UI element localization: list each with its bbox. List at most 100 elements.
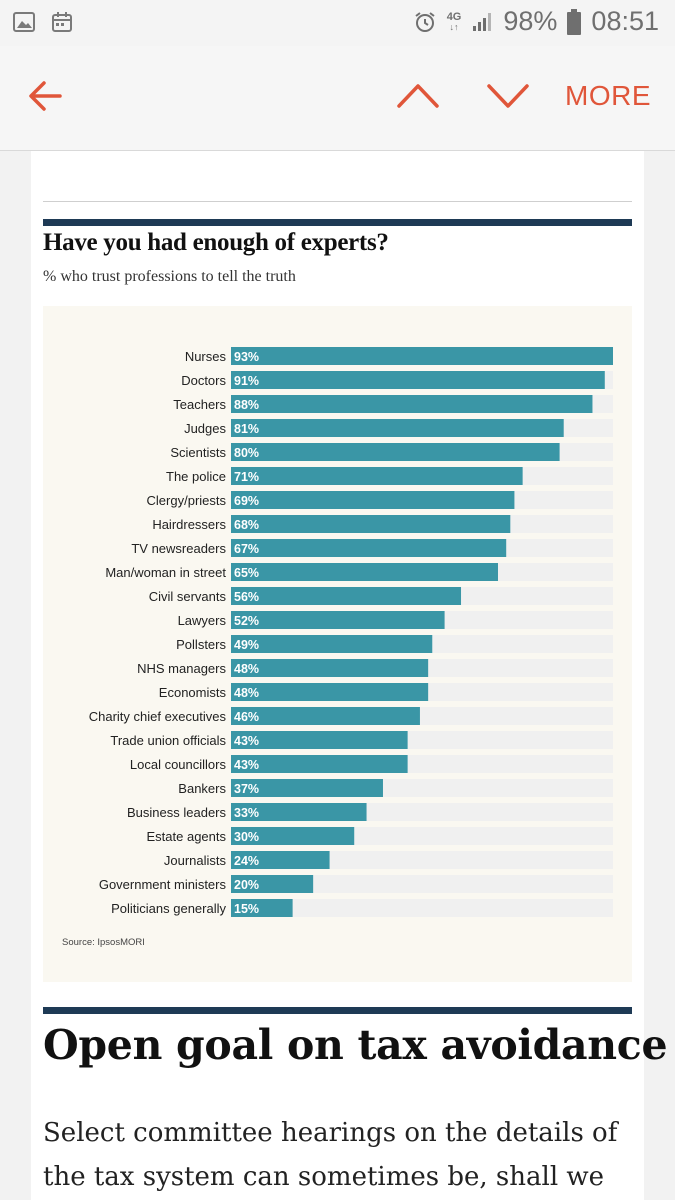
value-label: 93%	[234, 350, 259, 364]
bar	[231, 779, 383, 797]
bar	[231, 347, 613, 365]
value-label: 67%	[234, 542, 259, 556]
bar	[231, 515, 511, 533]
divider	[43, 201, 632, 202]
category-label: NHS managers	[137, 661, 226, 676]
network-indicator: 4G ↓↑	[446, 10, 462, 32]
value-label: 20%	[234, 878, 259, 892]
category-label: Business leaders	[127, 805, 226, 820]
value-label: 43%	[234, 734, 259, 748]
value-label: 49%	[234, 638, 259, 652]
article-headline: Open goal on tax avoidance	[43, 1021, 668, 1069]
chart-subtitle: % who trust professions to tell the trut…	[43, 268, 296, 285]
category-label: Scientists	[170, 445, 226, 460]
category-label: Charity chief executives	[89, 709, 227, 724]
app-bar: MORE	[0, 46, 675, 151]
category-label: The police	[166, 469, 226, 484]
category-label: Local councillors	[130, 757, 227, 772]
bar-chart: Nurses 93% Doctors 91% Teachers 88% Judges 81% S…	[89, 347, 613, 917]
chevron-down-icon[interactable]	[486, 82, 530, 112]
article-card: Have you had enough of experts? % who tr…	[31, 151, 668, 1200]
value-label: 56%	[234, 590, 259, 604]
gallery-icon	[13, 12, 35, 32]
value-label: 46%	[234, 710, 259, 724]
value-label: 48%	[234, 686, 259, 700]
value-label: 91%	[234, 374, 259, 388]
value-label: 37%	[234, 782, 259, 796]
category-label: Trade union officials	[110, 733, 226, 748]
network-label: 4G	[446, 10, 462, 23]
bar	[231, 803, 367, 821]
value-label: 52%	[234, 614, 259, 628]
bar	[231, 851, 330, 869]
clock: 08:51	[591, 6, 659, 36]
category-label: Economists	[159, 685, 227, 700]
bar	[231, 827, 355, 845]
section-rule	[43, 1007, 632, 1014]
value-label: 80%	[234, 446, 259, 460]
status-bar: 4G ↓↑ 98% 08:51	[0, 0, 675, 46]
category-label: Judges	[184, 421, 226, 436]
bar	[231, 563, 498, 581]
chevron-up-icon[interactable]	[396, 80, 440, 110]
calendar-icon	[52, 12, 72, 32]
bar	[231, 395, 593, 413]
bar	[231, 371, 605, 389]
bar	[231, 731, 408, 749]
value-label: 48%	[234, 662, 259, 676]
category-label: Pollsters	[176, 637, 226, 652]
bar	[231, 587, 462, 605]
category-label: Journalists	[164, 853, 227, 868]
battery-icon	[567, 8, 582, 35]
bar	[231, 707, 420, 725]
category-label: Doctors	[181, 373, 226, 388]
value-label: 24%	[234, 854, 259, 868]
more-button[interactable]: MORE	[565, 80, 651, 111]
back-arrow-icon[interactable]	[26, 76, 66, 116]
bar	[231, 875, 314, 893]
value-label: 43%	[234, 758, 259, 772]
bar	[231, 443, 560, 461]
bar	[231, 755, 408, 773]
category-label: Lawyers	[178, 613, 227, 628]
bar	[231, 899, 293, 917]
signal-icon	[473, 12, 492, 31]
category-label: Bankers	[178, 781, 226, 796]
category-label: Government ministers	[99, 877, 227, 892]
chart-source: Source: IpsosMORI	[62, 937, 145, 948]
bar	[231, 419, 564, 437]
category-label: Politicians generally	[111, 901, 226, 916]
bar	[231, 635, 433, 653]
bar	[231, 467, 523, 485]
category-label: Nurses	[185, 349, 227, 364]
category-label: Teachers	[173, 397, 226, 412]
value-label: 69%	[234, 494, 259, 508]
category-label: Man/woman in street	[105, 565, 226, 580]
value-label: 68%	[234, 518, 259, 532]
bar	[231, 659, 429, 677]
category-label: TV newsreaders	[131, 541, 226, 556]
bar	[231, 491, 515, 509]
value-label: 81%	[234, 422, 259, 436]
value-label: 88%	[234, 398, 259, 412]
article-body: Select committee hearings on the details…	[43, 1118, 618, 1192]
value-label: 65%	[234, 566, 259, 580]
category-label: Civil servants	[149, 589, 227, 604]
value-label: 33%	[234, 806, 259, 820]
category-label: Clergy/priests	[147, 493, 227, 508]
bar-track	[231, 875, 613, 893]
battery-percent: 98%	[503, 6, 558, 36]
bar	[231, 611, 445, 629]
bar	[231, 539, 507, 557]
category-label: Estate agents	[147, 829, 227, 844]
chart-title: Have you had enough of experts?	[43, 229, 389, 256]
alarm-icon	[415, 11, 435, 32]
bar	[231, 683, 429, 701]
bar-track	[231, 899, 613, 917]
value-label: 30%	[234, 830, 259, 844]
chart-panel: Nurses 93% Doctors 91% Teachers 88% Judges 81% S…	[43, 306, 632, 982]
value-label: 15%	[234, 902, 259, 916]
category-label: Hairdressers	[152, 517, 226, 532]
value-label: 71%	[234, 470, 259, 484]
section-rule	[43, 219, 632, 226]
